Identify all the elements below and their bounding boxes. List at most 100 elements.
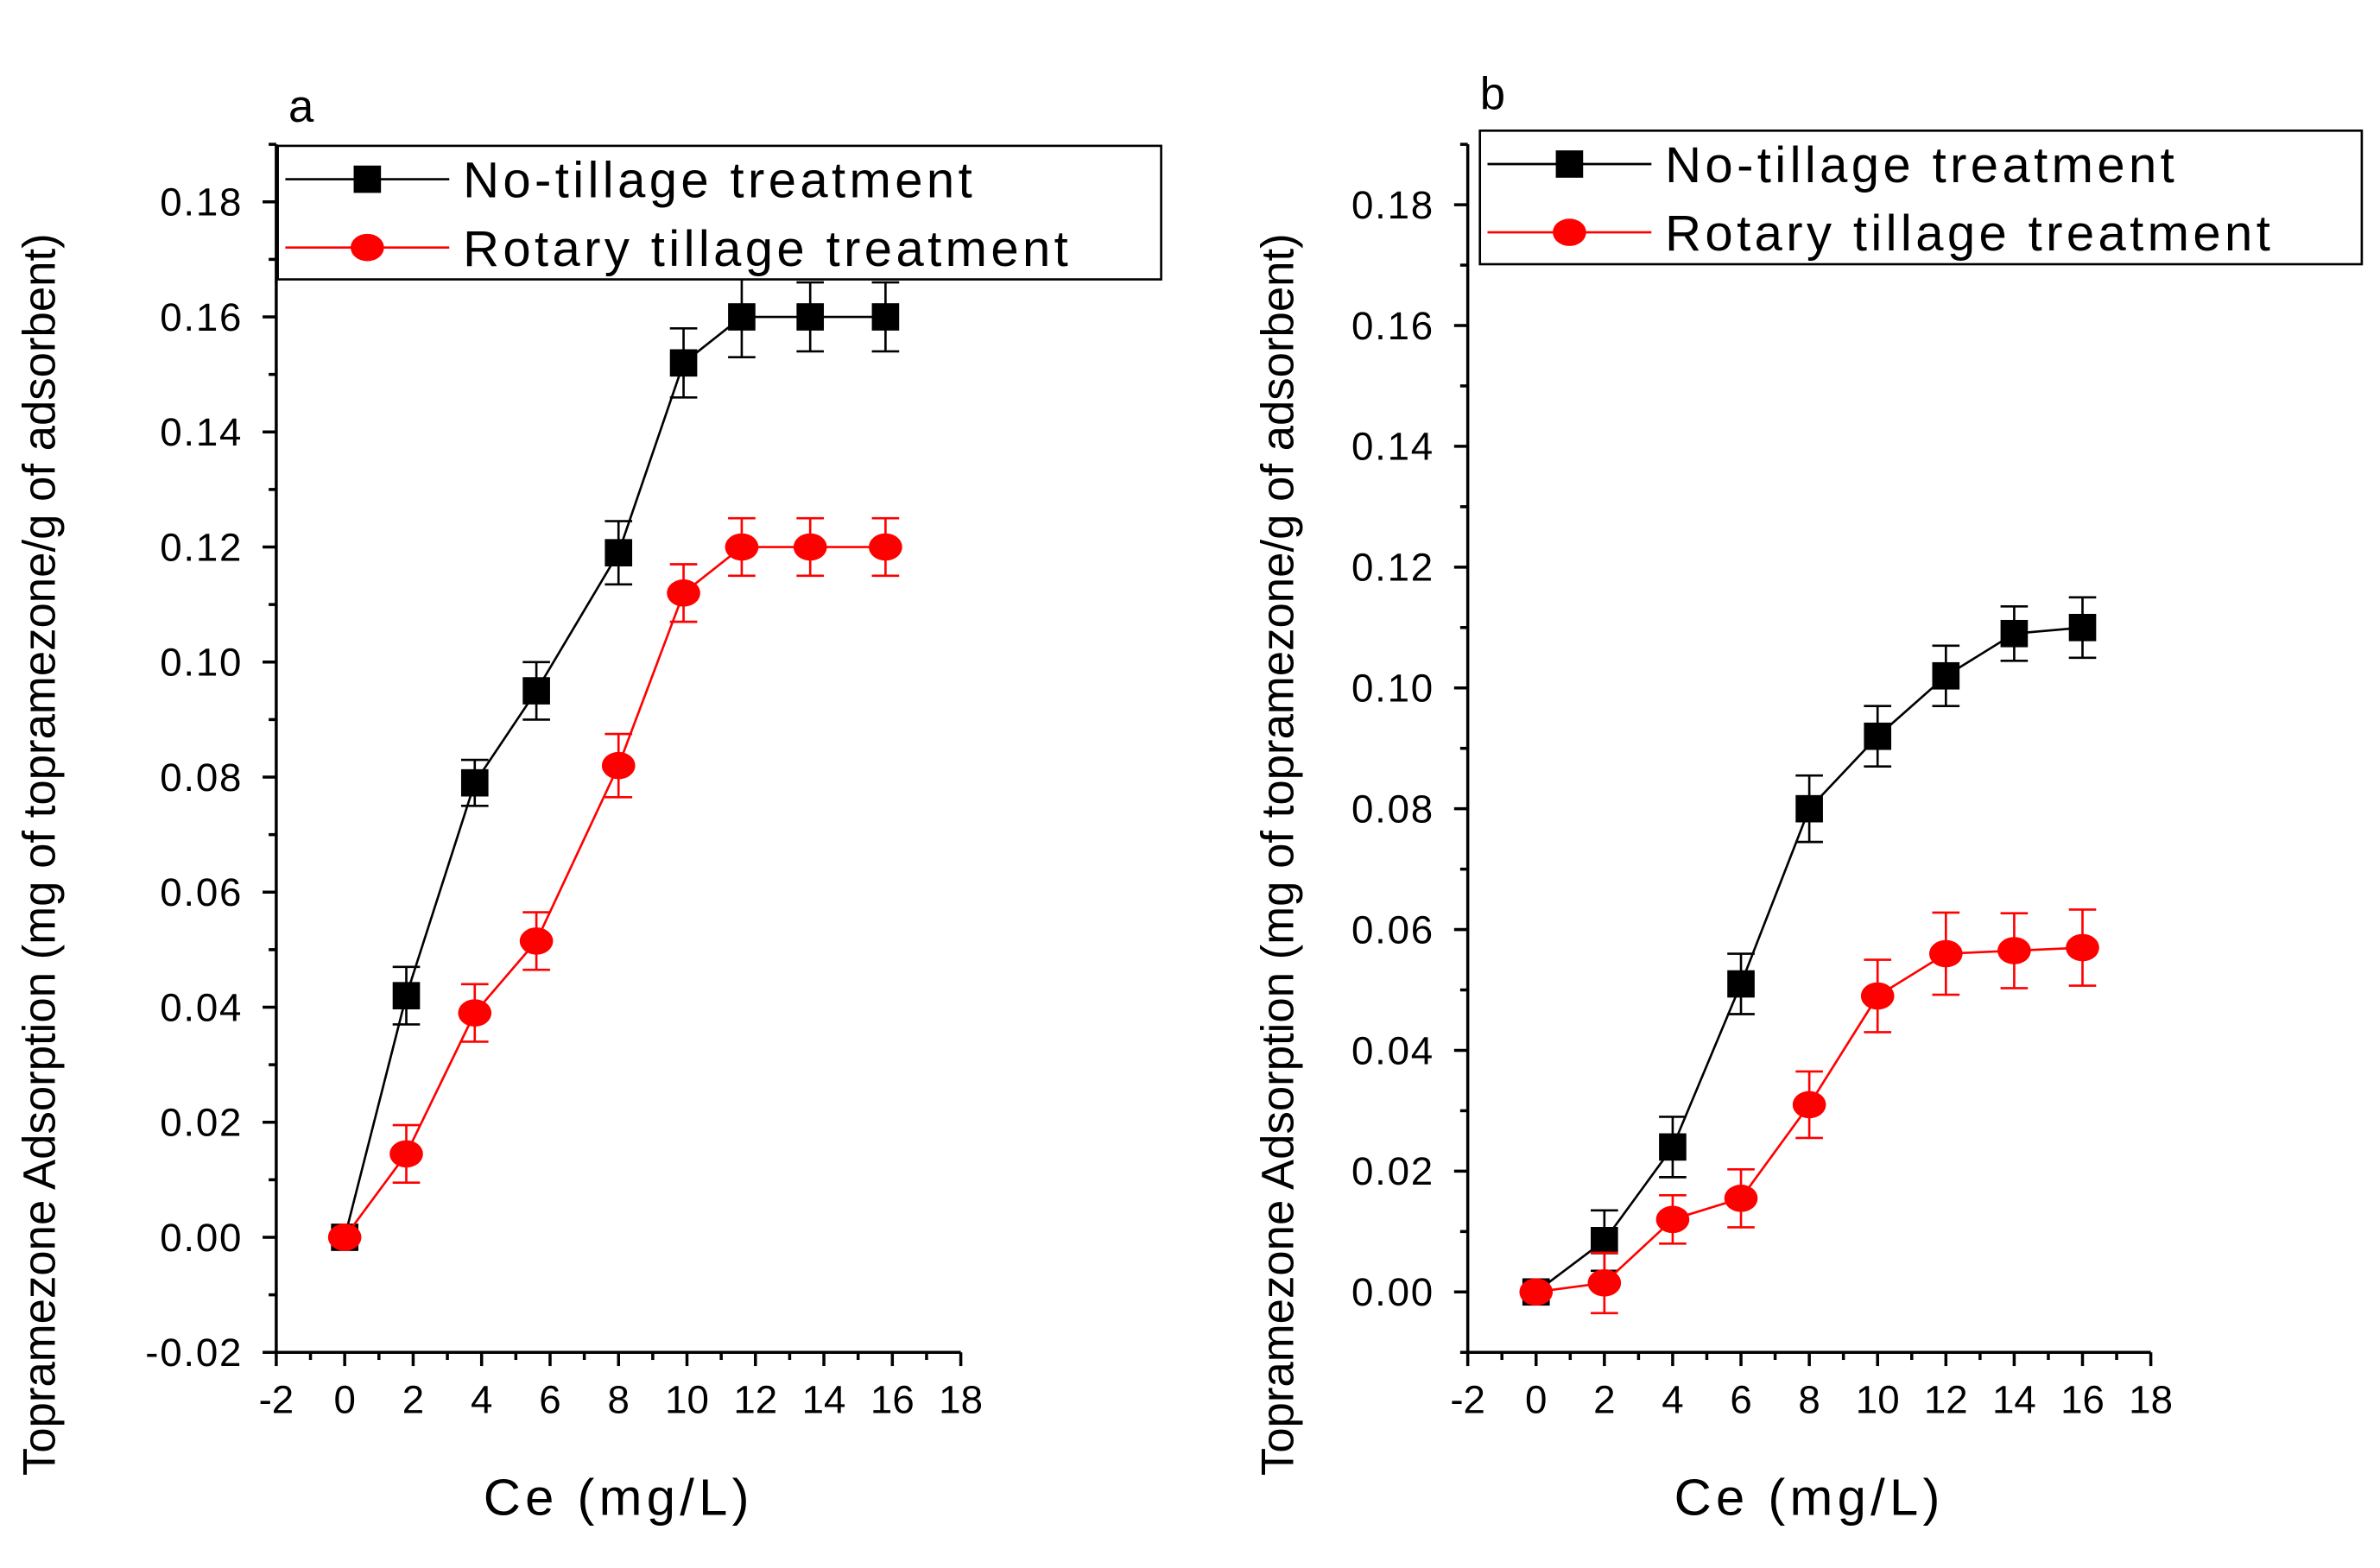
y-tick-label: 0.08 (1351, 787, 1434, 831)
x-tick-label: 10 (1856, 1378, 1900, 1422)
data-point (1587, 1268, 1622, 1297)
y-tick-label: 0.06 (160, 870, 243, 914)
data-point (669, 349, 698, 377)
legend-box (276, 144, 1162, 281)
y-tick-label: 0.14 (160, 410, 243, 454)
data-point (793, 533, 827, 561)
data-point (1932, 661, 1960, 690)
data-point (1655, 1205, 1690, 1234)
chart-panel-b: -2 0 2 4 6 8 10 12 14 16 18 0.00 0.02 0.04 0.06 0.08 0.1… (1253, 69, 2364, 1526)
legend-marker-square (353, 165, 382, 193)
data-point (601, 751, 636, 780)
panel-label: a (288, 81, 314, 132)
y-tick-label: 0.06 (1351, 907, 1434, 952)
legend-marker-circle (1553, 218, 1586, 246)
series-rotary-tillage (1519, 908, 2099, 1315)
y-tick-label: 0.14 (1351, 425, 1434, 469)
data-point (327, 1223, 362, 1251)
x-tick-label: 4 (1662, 1378, 1683, 1422)
series-rotary-tillage (327, 516, 902, 1251)
data-point (2068, 613, 2097, 642)
panel-label: b (1480, 69, 1505, 120)
x-tick-label: 4 (471, 1378, 492, 1422)
y-tick-label: 0.12 (1351, 546, 1434, 590)
legend-marker-square (1555, 150, 1584, 178)
x-tick-label: 10 (665, 1378, 709, 1422)
x-tick-label: 16 (2060, 1378, 2105, 1422)
legend: No-tillage treatment Rotary tillage treat… (276, 144, 1162, 281)
y-tick-label: 0.16 (1351, 304, 1434, 348)
data-point (519, 927, 554, 955)
legend-label: Rotary tillage treatment (463, 221, 1072, 277)
data-point (1659, 1133, 1687, 1161)
data-point (1864, 722, 1892, 750)
data-point (458, 999, 492, 1027)
x-tick-label: 2 (402, 1378, 424, 1422)
data-point (667, 579, 700, 607)
x-axis-label: Ce (mg/L) (484, 1468, 754, 1526)
data-point (1997, 937, 2031, 964)
legend-box (1478, 130, 2364, 266)
data-point (2066, 933, 2099, 962)
y-tick-label: 0.10 (1351, 667, 1434, 711)
x-tick-label: 8 (1798, 1378, 1820, 1422)
x-tick-label: 6 (539, 1378, 560, 1422)
y-tick-label: 0.04 (160, 985, 243, 1029)
data-point (1792, 1091, 1826, 1119)
data-point (604, 539, 633, 566)
y-tick-label: 0.02 (160, 1101, 243, 1145)
legend-label: No-tillage treatment (463, 153, 976, 209)
data-point (392, 982, 421, 1009)
data-point (1519, 1278, 1554, 1306)
x-tick-label: 12 (733, 1378, 777, 1422)
data-point (869, 533, 902, 561)
series-no-tillage (1522, 596, 2097, 1306)
x-tick-label: 0 (333, 1378, 355, 1422)
x-tick-label: 14 (1992, 1378, 2036, 1422)
y-tick-label: -0.02 (145, 1331, 243, 1375)
series-line (1535, 626, 2083, 1293)
x-tick-label: -2 (259, 1378, 294, 1422)
series-line (344, 546, 886, 1238)
y-tick-label: 0.18 (160, 180, 243, 224)
data-point (1724, 1185, 1758, 1212)
data-point (728, 303, 756, 331)
y-tick-label: 0.10 (160, 641, 243, 685)
y-axis-label: Topramezone Adsorption (mg of topramezon… (14, 233, 65, 1476)
data-point (389, 1140, 423, 1168)
legend-label: No-tillage treatment (1665, 137, 2178, 193)
x-tick-label: 12 (1924, 1378, 1968, 1422)
data-point (1591, 1227, 1618, 1255)
x-tick-label: 18 (939, 1378, 983, 1422)
x-tick-label: 18 (2129, 1378, 2173, 1422)
data-point (725, 533, 759, 561)
x-tick-label: 2 (1593, 1378, 1615, 1422)
legend-marker-circle (351, 233, 384, 262)
legend: No-tillage treatment Rotary tillage treat… (1478, 130, 2364, 266)
y-tick-label: 0.12 (160, 525, 243, 569)
x-tick-label: 16 (870, 1378, 915, 1422)
x-axis-label: Ce (mg/L) (1674, 1468, 1945, 1526)
legend-label: Rotary tillage treatment (1665, 205, 2274, 262)
data-point (1727, 970, 1755, 998)
y-axis-label: Topramezone Adsorption (mg of topramezon… (1253, 233, 1304, 1476)
y-tick-label: 0.18 (1351, 183, 1434, 227)
data-point (1795, 794, 1823, 823)
data-point (796, 303, 825, 331)
data-point (1860, 982, 1895, 1010)
y-tick-label: 0.00 (160, 1216, 243, 1260)
x-tick-label: -2 (1450, 1378, 1485, 1422)
y-tick-label: 0.08 (160, 756, 243, 800)
x-tick-label: 0 (1525, 1378, 1547, 1422)
x-tick-label: 14 (802, 1378, 846, 1422)
y-tick-label: 0.02 (1351, 1149, 1434, 1193)
y-tick-label: 0.00 (1351, 1270, 1434, 1314)
data-point (460, 768, 489, 797)
x-tick-label: 6 (1730, 1378, 1751, 1422)
data-point (1928, 939, 1963, 968)
data-point (2000, 619, 2029, 648)
x-tick-label: 8 (608, 1378, 630, 1422)
data-point (871, 303, 900, 331)
data-point (522, 677, 550, 705)
